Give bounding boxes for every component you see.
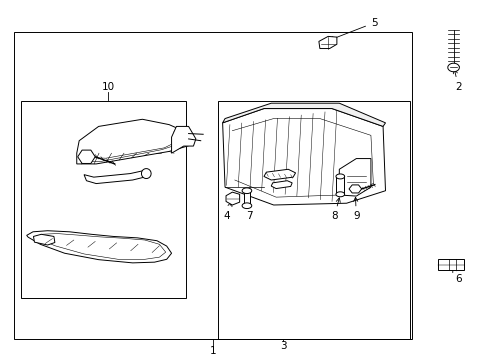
Polygon shape <box>264 169 295 180</box>
Polygon shape <box>141 168 151 179</box>
Polygon shape <box>335 174 344 179</box>
Polygon shape <box>243 191 250 206</box>
Polygon shape <box>77 119 193 164</box>
Polygon shape <box>27 231 171 263</box>
Polygon shape <box>33 234 55 245</box>
Text: 10: 10 <box>102 82 115 92</box>
Text: 3: 3 <box>280 341 286 351</box>
Bar <box>21 102 186 298</box>
Text: 4: 4 <box>223 202 231 221</box>
Polygon shape <box>437 259 463 270</box>
Text: 1: 1 <box>209 346 216 356</box>
Text: 6: 6 <box>452 268 461 284</box>
Polygon shape <box>222 103 385 126</box>
Polygon shape <box>242 188 251 194</box>
Polygon shape <box>84 170 147 184</box>
Polygon shape <box>348 185 361 193</box>
Text: 5: 5 <box>329 18 377 41</box>
Polygon shape <box>318 36 336 49</box>
Polygon shape <box>447 63 458 72</box>
Polygon shape <box>339 158 370 196</box>
Polygon shape <box>171 126 196 153</box>
Polygon shape <box>271 181 291 189</box>
Polygon shape <box>222 109 385 205</box>
Bar <box>14 32 411 339</box>
Text: 8: 8 <box>330 198 340 221</box>
Polygon shape <box>242 203 251 208</box>
Text: 9: 9 <box>352 197 359 221</box>
Text: 7: 7 <box>245 202 252 221</box>
Polygon shape <box>78 150 95 163</box>
Polygon shape <box>225 192 239 205</box>
Bar <box>217 102 409 339</box>
Polygon shape <box>335 176 344 194</box>
Polygon shape <box>335 192 344 197</box>
Text: 2: 2 <box>452 69 461 92</box>
